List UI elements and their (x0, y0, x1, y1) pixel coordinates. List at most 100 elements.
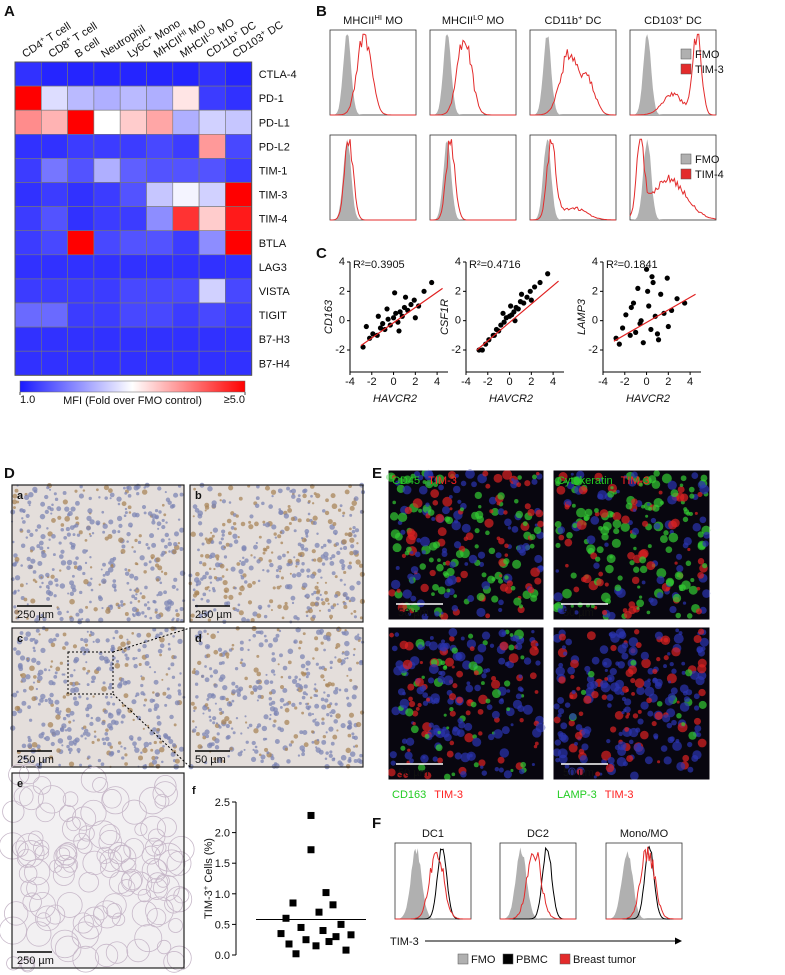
cell (142, 505, 146, 509)
cell (535, 742, 539, 746)
cell (564, 504, 569, 509)
cell (681, 580, 690, 589)
cell (197, 510, 203, 516)
cell (648, 544, 652, 548)
cell (312, 713, 314, 715)
cell (80, 734, 83, 737)
histogram-title: DC2 (527, 828, 549, 840)
cell (265, 738, 268, 741)
cell (618, 741, 627, 750)
cell (223, 595, 227, 599)
cell (74, 701, 80, 707)
cell (408, 697, 413, 702)
heatmap-cell (199, 303, 225, 327)
cell (118, 503, 121, 506)
cell (96, 522, 99, 525)
cell (278, 510, 283, 515)
cell (126, 582, 129, 585)
cell (695, 676, 704, 685)
text-part: CD103 (644, 15, 678, 27)
cell (24, 598, 28, 602)
cell (636, 599, 644, 607)
cell (15, 706, 20, 711)
cell (689, 512, 693, 516)
cell (80, 638, 83, 641)
cell (258, 580, 261, 583)
cell (257, 699, 259, 701)
cell (204, 729, 209, 734)
scatter-point (666, 324, 671, 329)
cell (250, 554, 252, 556)
cell (466, 532, 474, 540)
cell (13, 647, 17, 651)
heatmap-cell (15, 255, 41, 279)
cell (677, 701, 680, 704)
cell (639, 556, 646, 563)
cell (122, 704, 125, 707)
cell (503, 558, 509, 564)
cell (22, 520, 26, 524)
cell (175, 700, 180, 705)
legend-swatch (503, 954, 513, 964)
cell (683, 543, 689, 549)
cell (51, 660, 53, 662)
cell (576, 508, 586, 518)
colorbar-tick-label: ≥5.0 (224, 394, 245, 406)
cell (443, 675, 453, 685)
cell (442, 506, 450, 514)
cell (638, 710, 642, 714)
cell (69, 752, 71, 754)
cell (609, 555, 612, 558)
cell (69, 617, 74, 622)
cell (73, 719, 75, 721)
cell (127, 641, 131, 645)
cell (305, 703, 308, 706)
cell (698, 689, 705, 696)
cell (686, 561, 692, 567)
cell (321, 704, 326, 709)
cell (308, 712, 312, 716)
cell (134, 746, 136, 748)
micrograph (10, 483, 185, 625)
cell (232, 534, 237, 539)
cell (669, 606, 676, 613)
cell (125, 663, 129, 667)
cell (168, 648, 171, 651)
cell (328, 727, 333, 732)
cell (607, 491, 614, 498)
panel-letter: C (316, 245, 327, 262)
x-axis-label: HAVCR2 (373, 393, 417, 405)
cell (117, 750, 120, 753)
trend-line (477, 281, 559, 350)
cell (422, 756, 425, 759)
superscript: LO (473, 13, 483, 22)
cell (271, 490, 276, 495)
cell (352, 736, 355, 739)
cell (478, 644, 487, 653)
cell (296, 561, 300, 565)
cell (105, 737, 110, 742)
legend-swatch (681, 49, 691, 59)
cell (85, 644, 88, 647)
cell (45, 510, 49, 514)
cell (180, 493, 184, 497)
cell (279, 653, 283, 657)
cell (238, 536, 240, 538)
cell (156, 715, 160, 719)
cell (680, 493, 688, 501)
heatmap-cell (225, 86, 251, 110)
cell (120, 745, 122, 747)
cell (311, 741, 314, 744)
cell (534, 555, 542, 563)
x-tick-label: 4 (550, 376, 556, 388)
cell (317, 582, 319, 584)
scale-label: 50 µm (398, 767, 429, 779)
cell (101, 578, 107, 584)
cell (405, 752, 413, 760)
cell (95, 717, 100, 722)
cell (657, 760, 660, 763)
cell (128, 569, 131, 572)
cell (121, 549, 126, 554)
cell (446, 568, 454, 576)
cell (353, 534, 356, 537)
